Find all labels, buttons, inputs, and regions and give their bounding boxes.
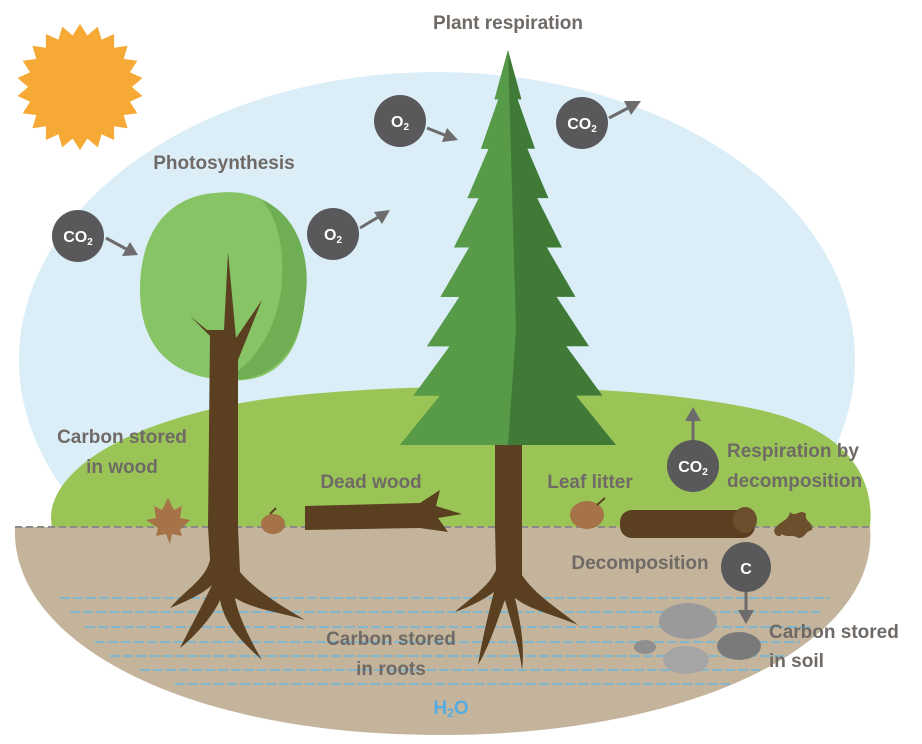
carbon-badge: C [721,542,771,592]
plant-respiration-label: Plant respiration [433,13,583,34]
carbon-soil-label-line2: in soil [769,651,824,672]
carbon-roots-label-line2: in roots [356,659,426,680]
carbon-wood-label-line1: Carbon stored [57,427,187,448]
svg-text:CO2: CO2 [63,229,93,248]
dead-wood-log-icon [305,490,462,532]
svg-text:O2: O2 [324,227,342,246]
co2-intake-arrow [105,236,129,252]
o2-release-arrow [359,214,381,230]
acorn-icon [261,507,285,534]
co2-intake-badge: CO2 [52,210,104,262]
pine-foliage-light [400,50,516,445]
o2-release-badge: O2 [307,208,359,260]
leaf-litter-label: Leaf litter [547,472,633,493]
svg-text:C: C [740,561,752,578]
co2-release-arrow [608,105,631,120]
decomposing-log-icon [620,507,757,538]
deciduous-tree [140,192,307,660]
co2-release-arrowhead [624,101,641,115]
sun-icon [17,24,143,150]
svg-text:CO2: CO2 [678,459,708,478]
carbon-soil-label-line1: Carbon stored [769,622,899,643]
maple-leaf-icon [146,498,190,544]
carbon-arrowhead [738,610,754,624]
tree-canopy [140,192,306,381]
o2-intake-arrow [426,126,448,138]
pine-roots [455,527,578,670]
tree-trunk [190,252,262,527]
oak-leaf-icon [774,512,813,538]
pine-tree [400,50,616,670]
co2-decomposition-badge: CO2 [667,440,719,492]
svg-text:CO2: CO2 [567,116,597,135]
pine-trunk [495,445,522,527]
soil-stones [634,603,761,674]
o2-intake-arrowhead [442,128,458,142]
co2-decomposition-arrowhead [685,407,701,421]
carbon-wood-label-line2: in wood [86,457,158,478]
co2-release-badge: CO2 [556,97,608,149]
tree-roots [170,527,305,660]
o2-release-arrowhead [374,210,390,224]
seed-icon [570,497,606,529]
co2-intake-arrowhead [122,242,138,256]
tree-canopy-shade [225,200,307,381]
decomposition-label: Decomposition [571,553,708,574]
green-hill [51,386,871,527]
respiration-decomposition-label-line1: Respiration by [727,441,859,462]
svg-text:O2: O2 [391,114,409,133]
dead-wood-label: Dead wood [320,472,421,493]
o2-intake-badge: O2 [374,95,426,147]
water-label: H2O [433,698,468,720]
carbon-roots-label-line1: Carbon stored [326,629,456,650]
photosynthesis-label: Photosynthesis [153,153,294,174]
respiration-decomposition-label-line2: decomposition [727,471,862,492]
